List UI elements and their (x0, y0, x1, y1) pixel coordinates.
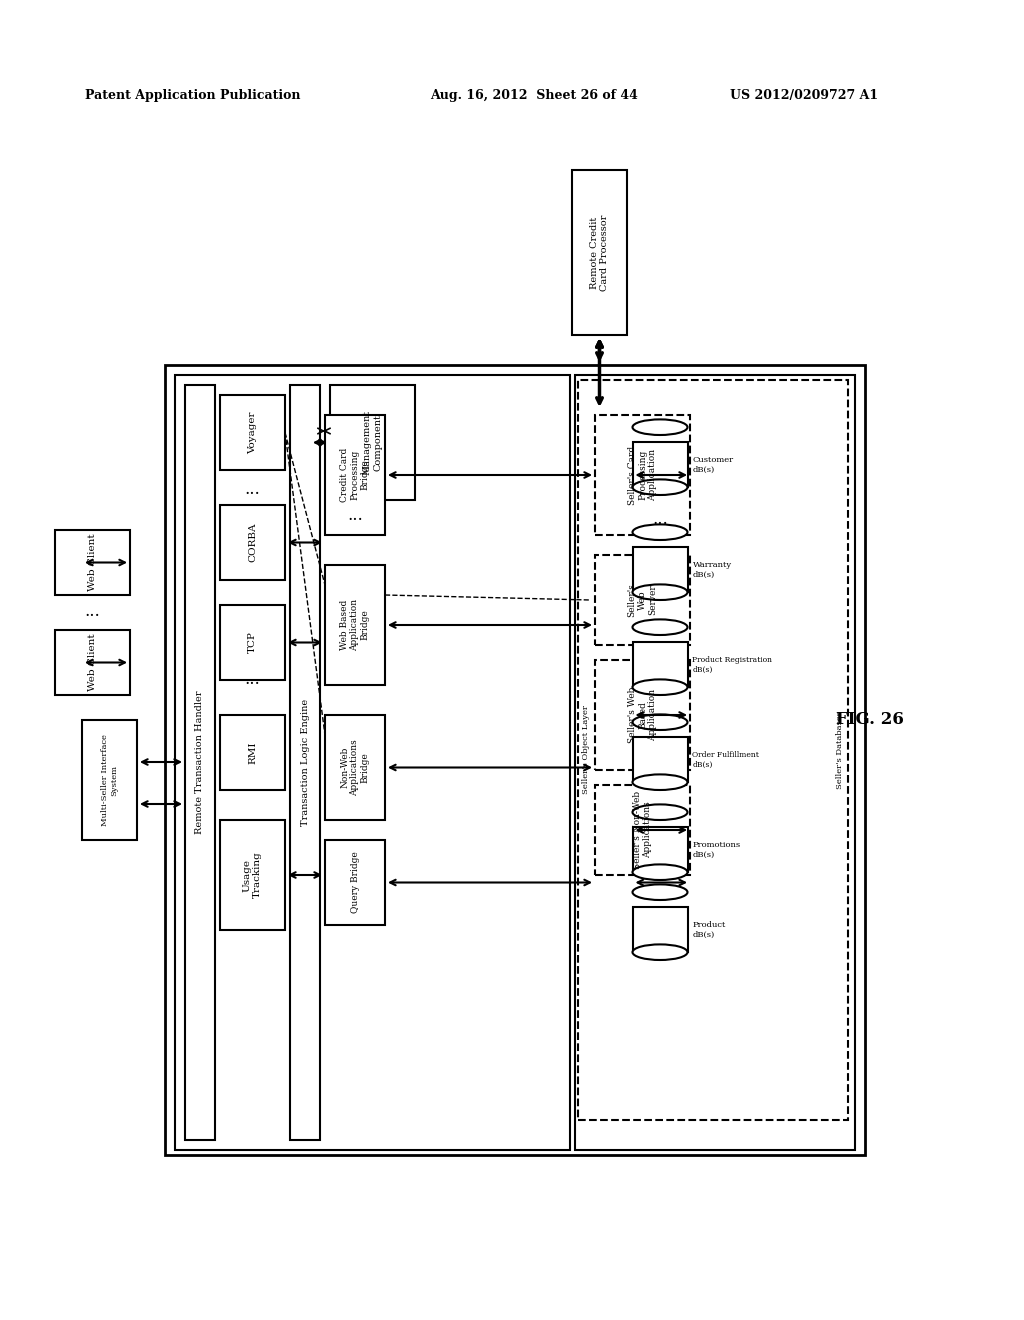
FancyBboxPatch shape (575, 375, 855, 1150)
FancyBboxPatch shape (55, 630, 130, 696)
Text: Seller's Non-Web
Applications: Seller's Non-Web Applications (633, 791, 652, 869)
FancyBboxPatch shape (595, 554, 690, 645)
Text: Seller's Databases: Seller's Databases (836, 711, 844, 789)
FancyBboxPatch shape (325, 565, 385, 685)
FancyBboxPatch shape (595, 414, 690, 535)
Ellipse shape (633, 775, 687, 789)
Ellipse shape (633, 804, 687, 820)
Text: Web Client: Web Client (88, 634, 97, 692)
Text: Seller's Card
Processing
Application: Seller's Card Processing Application (628, 445, 657, 504)
FancyBboxPatch shape (325, 840, 385, 925)
FancyBboxPatch shape (572, 170, 627, 335)
Ellipse shape (633, 865, 687, 880)
FancyBboxPatch shape (220, 820, 285, 931)
FancyBboxPatch shape (220, 605, 285, 680)
Text: Warranty
dB(s): Warranty dB(s) (692, 561, 731, 578)
Text: Order Fulfillment
dB(s): Order Fulfillment dB(s) (692, 751, 760, 768)
Text: Seller's Object Layer: Seller's Object Layer (582, 706, 590, 795)
FancyBboxPatch shape (185, 385, 215, 1140)
FancyBboxPatch shape (220, 506, 285, 579)
Ellipse shape (633, 680, 687, 696)
FancyBboxPatch shape (578, 380, 848, 1119)
Text: Remote Credit
Card Processor: Remote Credit Card Processor (590, 214, 609, 290)
Text: Query Bridge: Query Bridge (350, 851, 359, 913)
Text: Customer
dB(s): Customer dB(s) (692, 457, 733, 474)
Ellipse shape (633, 884, 687, 900)
FancyBboxPatch shape (175, 375, 570, 1150)
Bar (633, 548, 687, 593)
Text: Usage
Tracking: Usage Tracking (243, 851, 262, 899)
Ellipse shape (633, 714, 687, 730)
Ellipse shape (633, 479, 687, 495)
Text: Product
dB(s): Product dB(s) (692, 921, 726, 939)
FancyBboxPatch shape (325, 414, 385, 535)
FancyBboxPatch shape (165, 366, 865, 1155)
Bar (633, 907, 687, 952)
Bar (633, 442, 687, 487)
Text: ...: ... (652, 511, 668, 528)
Text: Aug. 16, 2012  Sheet 26 of 44: Aug. 16, 2012 Sheet 26 of 44 (430, 88, 638, 102)
Bar (633, 737, 687, 783)
Text: Credit Card
Processing
Bridge: Credit Card Processing Bridge (340, 447, 370, 502)
FancyBboxPatch shape (595, 660, 690, 770)
Text: TCP: TCP (248, 631, 257, 653)
Text: Product Registration
dB(s): Product Registration dB(s) (692, 656, 772, 673)
Text: Web Client: Web Client (88, 533, 97, 591)
Bar (633, 643, 687, 688)
Text: Seller's
Web
Server: Seller's Web Server (628, 583, 657, 616)
Ellipse shape (633, 524, 687, 540)
Text: Remote Transaction Handler: Remote Transaction Handler (196, 690, 205, 834)
Text: RMI: RMI (248, 742, 257, 764)
Ellipse shape (633, 420, 687, 436)
FancyBboxPatch shape (220, 395, 285, 470)
Ellipse shape (633, 944, 687, 960)
Text: Web Based
Application
Bridge: Web Based Application Bridge (340, 599, 370, 651)
Text: Seller's Web
Based
Application: Seller's Web Based Application (628, 686, 657, 743)
Text: Non-Web
Applications
Bridge: Non-Web Applications Bridge (340, 739, 370, 796)
Text: Multi-Seller Interface
System: Multi-Seller Interface System (101, 734, 118, 826)
FancyBboxPatch shape (55, 531, 130, 595)
Text: ...: ... (245, 672, 260, 689)
FancyBboxPatch shape (290, 385, 319, 1140)
Text: CORBA: CORBA (248, 523, 257, 562)
Text: Patent Application Publication: Patent Application Publication (85, 88, 300, 102)
FancyBboxPatch shape (330, 385, 415, 500)
FancyBboxPatch shape (220, 715, 285, 789)
Text: US 2012/0209727 A1: US 2012/0209727 A1 (730, 88, 879, 102)
Text: Promotions
dB(s): Promotions dB(s) (692, 841, 740, 858)
Bar (633, 828, 687, 873)
FancyBboxPatch shape (82, 719, 137, 840)
FancyBboxPatch shape (325, 715, 385, 820)
FancyBboxPatch shape (595, 785, 690, 875)
Text: Management
Component: Management Component (362, 411, 382, 475)
Text: ...: ... (85, 603, 100, 620)
Text: Voyager: Voyager (248, 412, 257, 454)
Text: FIG. 26: FIG. 26 (836, 711, 904, 729)
Ellipse shape (633, 619, 687, 635)
Text: ...: ... (245, 482, 260, 499)
Text: Transaction Logic Engine: Transaction Logic Engine (300, 698, 309, 826)
Text: ...: ... (347, 507, 362, 524)
Ellipse shape (633, 585, 687, 601)
